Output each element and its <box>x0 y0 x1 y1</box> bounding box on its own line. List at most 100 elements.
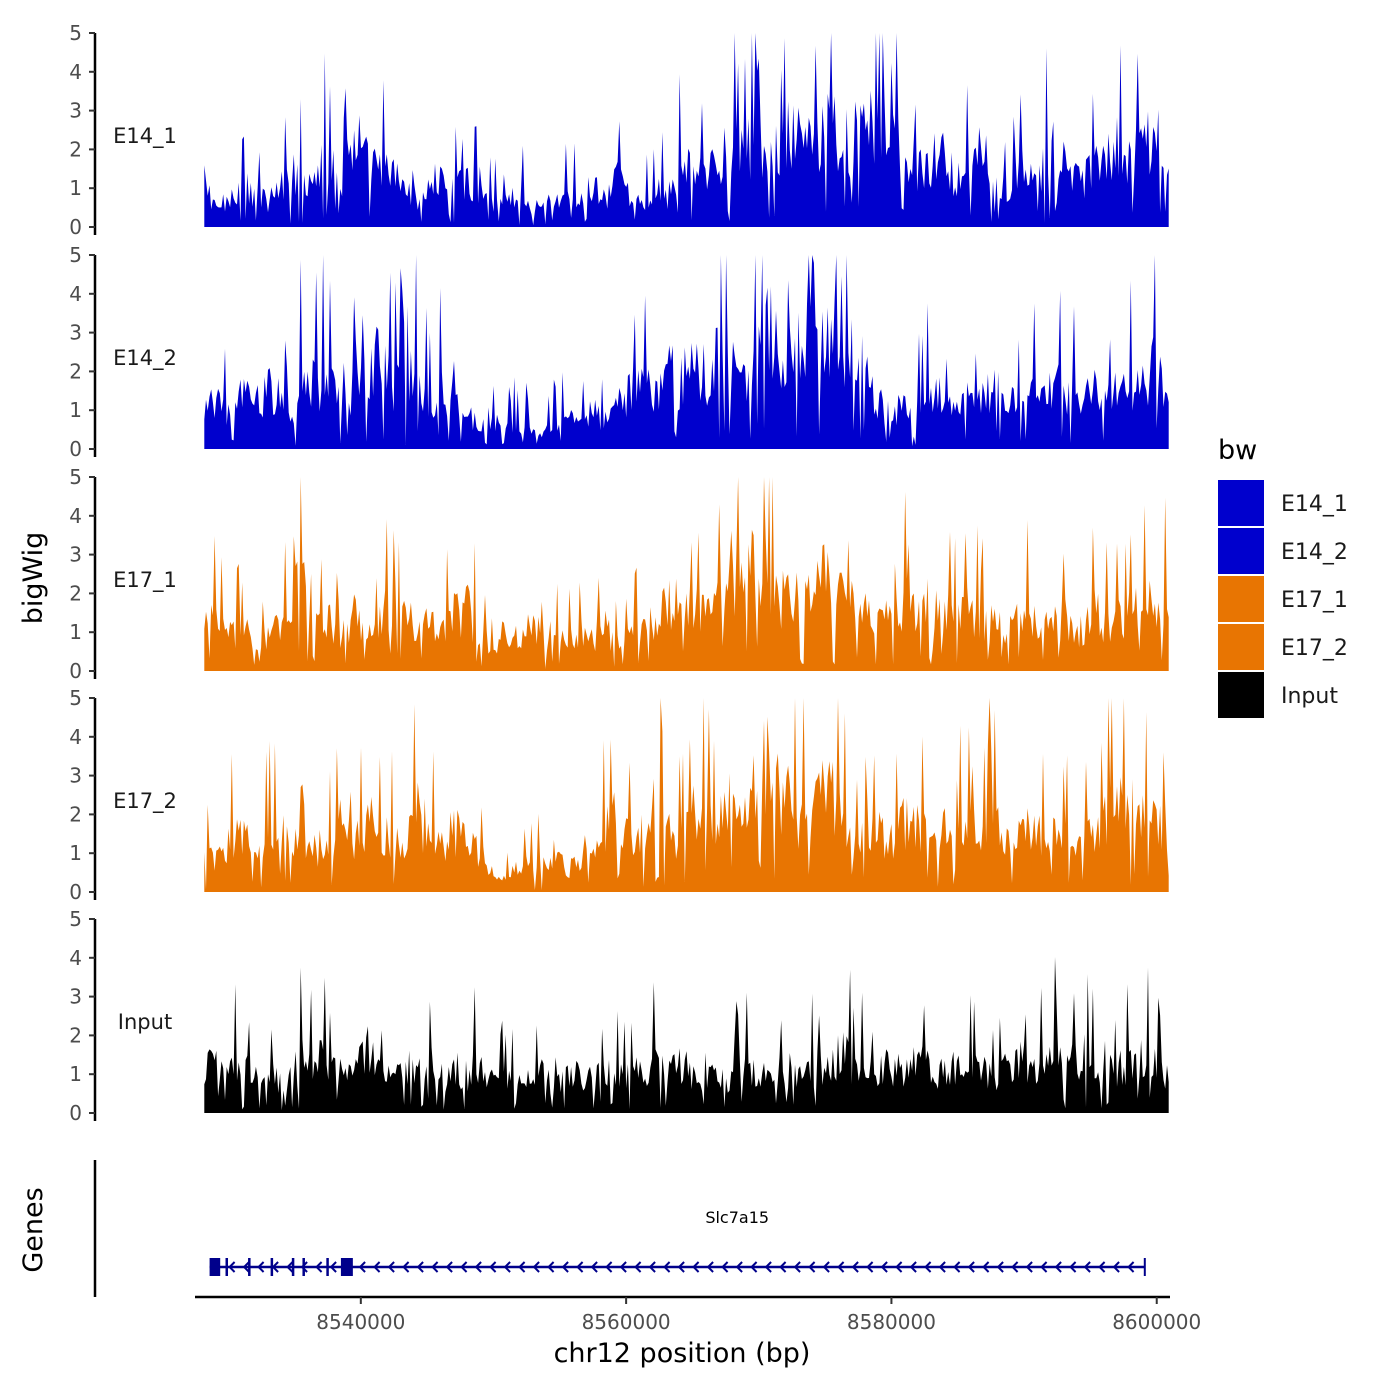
strand-arrow <box>489 1261 497 1273</box>
y-axis-title: bigWig <box>18 532 49 625</box>
y-tick-label: 5 <box>69 907 82 931</box>
y-tick-label: 2 <box>69 137 82 161</box>
signal-area-E17_1 <box>204 477 1169 671</box>
strand-arrow <box>677 1261 685 1273</box>
legend-swatch-Input <box>1218 672 1264 718</box>
strand-arrow <box>706 1261 714 1273</box>
strand-arrow <box>561 1261 569 1273</box>
y-tick-label: 4 <box>69 946 82 970</box>
y-tick-label: 5 <box>69 686 82 710</box>
gene-layer: Slc7a15 <box>209 1208 1146 1276</box>
strand-arrow <box>373 1261 381 1273</box>
y-tick-label: 3 <box>69 99 82 123</box>
signal-area-E17_2 <box>204 698 1169 892</box>
track-label: E17_1 <box>113 568 177 593</box>
strand-arrow <box>605 1261 613 1273</box>
y-tick-label: 2 <box>69 802 82 826</box>
strand-arrow <box>721 1261 729 1273</box>
strand-arrow <box>663 1261 671 1273</box>
strand-arrow <box>1011 1261 1019 1273</box>
track-label: E14_2 <box>113 346 177 371</box>
genes-panel: Genes Slc7a15 <box>18 1160 1146 1297</box>
y-tick-label: 1 <box>69 176 82 200</box>
strand-arrow <box>1098 1261 1106 1273</box>
y-tick-label: 1 <box>69 1062 82 1086</box>
strand-arrow <box>1054 1261 1062 1273</box>
strand-arrow <box>315 1261 323 1273</box>
y-tick-label: 5 <box>69 243 82 267</box>
strand-arrow <box>648 1261 656 1273</box>
gene-exon <box>270 1258 274 1276</box>
y-tick-label: 0 <box>69 880 82 904</box>
strand-arrow <box>300 1261 308 1273</box>
strand-arrow <box>967 1261 975 1273</box>
strand-arrow <box>286 1261 294 1273</box>
strand-arrow <box>402 1261 410 1273</box>
legend-label-E14_2: E14_2 <box>1281 540 1348 565</box>
strand-arrow <box>895 1261 903 1273</box>
gene-exon <box>248 1258 251 1276</box>
gene-exon <box>225 1258 229 1276</box>
track-label: E17_2 <box>113 789 177 814</box>
track-E17_2: 0 1 2 3 4 5 E17_2 <box>69 686 1169 904</box>
track-label: Input <box>118 1010 172 1034</box>
strand-arrow <box>880 1261 888 1273</box>
legend-entries: E14_1 E14_2 E17_1 E17_2 Input <box>1218 480 1348 718</box>
strand-arrow <box>851 1261 859 1273</box>
strand-arrow <box>1112 1261 1120 1273</box>
strand-arrow <box>358 1261 366 1273</box>
strand-arrow <box>822 1261 830 1273</box>
signal-area-Input <box>204 957 1169 1113</box>
strand-arrow <box>938 1261 946 1273</box>
y-tick-label: 0 <box>69 1101 82 1125</box>
y-tick-label: 1 <box>69 620 82 644</box>
strand-arrow <box>996 1261 1004 1273</box>
signal-area-E14_2 <box>204 255 1169 449</box>
strand-arrow <box>547 1261 555 1273</box>
strand-arrow <box>909 1261 917 1273</box>
strand-arrow <box>242 1261 250 1273</box>
x-tick-label: 8600000 <box>1112 1310 1201 1334</box>
strand-arrow <box>576 1261 584 1273</box>
legend-swatch-E14_1 <box>1218 480 1264 526</box>
y-tick-label: 2 <box>69 581 82 605</box>
y-tick-label: 3 <box>69 985 82 1009</box>
legend-swatch-E14_2 <box>1218 528 1264 574</box>
y-tick-label: 4 <box>69 504 82 528</box>
strand-arrow <box>866 1261 874 1273</box>
gene-name-label: Slc7a15 <box>705 1208 769 1227</box>
signal-area-E14_1 <box>204 33 1169 227</box>
y-tick-label: 4 <box>69 725 82 749</box>
y-tick-label: 1 <box>69 398 82 422</box>
genes-panel-title: Genes <box>18 1187 49 1272</box>
gene-exon <box>291 1258 295 1276</box>
strand-arrow <box>445 1261 453 1273</box>
strand-arrow <box>1040 1261 1048 1273</box>
strand-arrow <box>1069 1261 1077 1273</box>
legend-label-E17_1: E17_1 <box>1281 588 1348 613</box>
y-tick-label: 3 <box>69 764 82 788</box>
strand-arrow <box>982 1261 990 1273</box>
legend: bw E14_1 E14_2 E17_1 E17_2 Input <box>1218 435 1348 718</box>
track-E17_1: 0 1 2 3 4 5 E17_1 <box>69 465 1169 683</box>
track-label: E14_1 <box>113 124 177 149</box>
legend-label-E14_1: E14_1 <box>1281 492 1348 517</box>
y-tick-label: 5 <box>69 465 82 489</box>
strand-arrow <box>1127 1261 1135 1273</box>
strand-arrow <box>793 1261 801 1273</box>
legend-label-Input: Input <box>1281 684 1338 709</box>
strand-arrow <box>953 1261 961 1273</box>
strand-arrow <box>924 1261 932 1273</box>
strand-arrow <box>228 1261 236 1273</box>
strand-arrow <box>1025 1261 1033 1273</box>
gene-exon <box>326 1258 329 1276</box>
y-tick-label: 5 <box>69 21 82 45</box>
strand-arrow <box>808 1261 816 1273</box>
strand-arrow <box>532 1261 540 1273</box>
y-tick-label: 2 <box>69 359 82 383</box>
track-E14_1: 0 1 2 3 4 5 E14_1 <box>69 21 1169 239</box>
y-tick-label: 0 <box>69 437 82 461</box>
x-ticks: 8540000 8560000 8580000 8600000 <box>316 1297 1201 1334</box>
strand-arrow <box>634 1261 642 1273</box>
